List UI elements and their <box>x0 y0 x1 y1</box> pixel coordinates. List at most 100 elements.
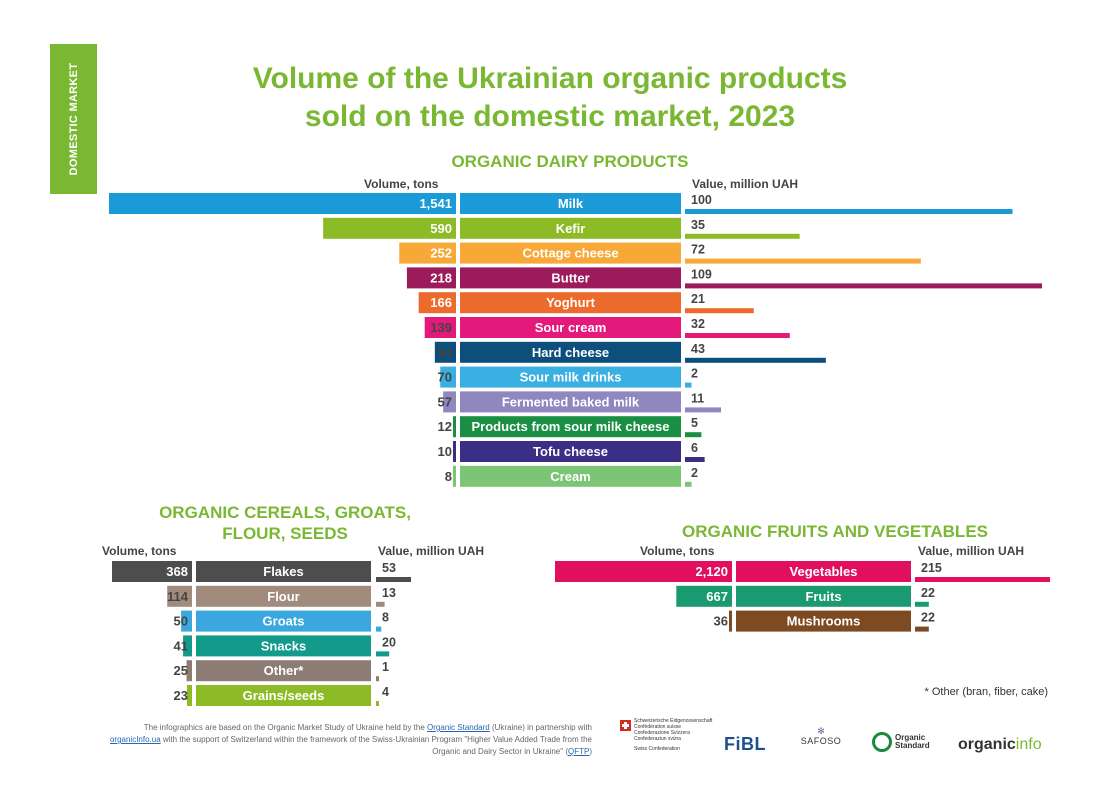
organicinfo-link[interactable]: organicInfo.ua <box>109 735 161 744</box>
dairy-volume-bar <box>323 217 456 239</box>
cereals-volume-label: 25 <box>174 663 188 678</box>
dairy-value-bar <box>685 357 826 363</box>
cereals-category-label: Groats <box>263 614 305 629</box>
dairy-category-box <box>460 193 681 214</box>
dairy-volume-bar <box>434 341 456 363</box>
cereals-volume-bar <box>112 561 192 582</box>
cereals-category-label: Flakes <box>263 564 303 579</box>
dairy-value-bar <box>685 333 790 338</box>
dairy-value-label: 11 <box>691 391 704 405</box>
dairy-category-box <box>460 391 681 413</box>
cereals-value-label: 1 <box>382 660 389 674</box>
dairy-category-box <box>460 366 681 388</box>
fruits-category-label: Fruits <box>805 589 841 604</box>
fruits-value-bar <box>915 601 929 607</box>
dairy-value-label: 21 <box>691 292 705 306</box>
cereals-category-label: Other* <box>264 663 305 678</box>
dairy-volume-label: 590 <box>430 221 452 236</box>
dairy-value-bar <box>685 407 722 413</box>
dairy-value-bar <box>685 432 702 438</box>
dairy-volume-bar <box>406 267 456 289</box>
dairy-category-label: Butter <box>551 270 589 285</box>
dairy-volume-label: 1,541 <box>419 196 452 211</box>
cereals-category-label: Snacks <box>261 638 307 653</box>
dairy-volume-label: 218 <box>430 270 452 285</box>
cereals-volume-bar <box>183 635 192 657</box>
cereals-category-box <box>196 685 371 706</box>
dairy-volume-header: Volume, tons <box>364 177 439 191</box>
dairy-value-bar <box>685 233 800 239</box>
dairy-value-label: 32 <box>691 317 705 331</box>
dairy-category-label: Tofu cheese <box>533 444 608 459</box>
os-line-1: Organic <box>895 733 926 742</box>
dairy-volume-bar <box>443 391 456 413</box>
dairy-volume-bar <box>418 292 456 314</box>
dairy-volume-label: 139 <box>430 320 452 335</box>
safoso-dots-icon: ✻ <box>817 726 825 736</box>
cereals-volume-bar <box>187 685 192 706</box>
dairy-category-box <box>460 217 681 239</box>
cereals-volume-label: 114 <box>167 589 189 604</box>
fruits-volume-bar <box>676 585 732 607</box>
dairy-category-box <box>460 441 681 462</box>
dairy-value-bar <box>685 209 1013 214</box>
dairy-volume-label: 57 <box>438 394 452 409</box>
page-title-line2: sold on the domestic market, 2023 <box>304 100 796 133</box>
dairy-value-label: 43 <box>691 342 705 356</box>
fruits-volume-header: Volume, tons <box>640 544 715 558</box>
swiss-confederation-logo: Schweizerische Eidgenossenschaft Confédé… <box>620 718 730 754</box>
dairy-value-label: 35 <box>691 218 705 232</box>
fruits-category-box <box>736 585 911 607</box>
fruits-volume-bar <box>555 561 732 582</box>
fibl-logo: FiBL <box>724 734 766 754</box>
cereals-volume-bar <box>167 585 192 607</box>
cereals-value-label: 4 <box>382 685 389 699</box>
dairy-value-bar <box>685 283 1042 289</box>
cereals-value-label: 8 <box>382 611 389 625</box>
cereals-value-label: 53 <box>382 561 396 575</box>
os-line-2: Standard <box>895 741 930 750</box>
dairy-category-box <box>460 416 681 438</box>
dairy-category-label: Cottage cheese <box>522 246 618 261</box>
dairy-value-bar <box>685 457 705 462</box>
dairy-category-label: Cream <box>550 469 590 484</box>
page-title-line1: Volume of the Ukrainian organic products <box>252 62 848 95</box>
footnote: * Other (bran, fiber, cake) <box>924 686 1049 698</box>
qftp-link[interactable]: QFTP <box>567 747 590 756</box>
fruits-volume-label: 36 <box>714 614 728 629</box>
dairy-value-label: 6 <box>691 441 698 455</box>
dairy-value-header: Value, million UAH <box>692 177 799 191</box>
dairy-category-label: Products from sour milk cheese <box>472 419 670 434</box>
safoso-text: SAFOSO <box>800 736 842 746</box>
fruits-volume-bar <box>728 610 732 632</box>
cereals-value-label: 13 <box>382 586 396 600</box>
credits-part4: ) <box>589 747 592 756</box>
organicinfo-part-b: info <box>1015 736 1042 753</box>
dairy-category-label: Hard cheese <box>532 345 609 360</box>
dairy-value-bar <box>685 382 692 388</box>
cereals-value-header: Value, million UAH <box>378 544 485 558</box>
organic-standard-circle-icon <box>872 732 892 752</box>
cereals-value-bar <box>376 701 379 706</box>
fruits-value-label: 215 <box>921 561 942 575</box>
fruits-section-title: ORGANIC FRUITS AND VEGETABLES <box>681 522 988 541</box>
credits-part1: The infographics are based on the Organi… <box>143 723 428 732</box>
dairy-volume-bar <box>399 242 456 264</box>
swiss-line-2: Confédération suisse <box>634 724 681 730</box>
dairy-volume-label: 94 <box>438 345 453 360</box>
cereals-value-bar <box>376 651 390 657</box>
cereals-volume-label: 41 <box>174 638 188 653</box>
cereals-volume-label: 368 <box>166 564 188 579</box>
credits-part2: (Ukraine) in partnership with <box>489 723 592 732</box>
swiss-line-3: Confederazione Svizzera <box>634 730 690 736</box>
organic-standard-link[interactable]: Organic Standard <box>427 723 490 732</box>
dairy-volume-bar <box>424 317 456 338</box>
fruits-value-header: Value, million UAH <box>918 544 1025 558</box>
cereals-section-title: ORGANIC CEREALS, GROATS, FLOUR, SEEDS <box>159 503 411 543</box>
safoso-logo: ✻ SAFOSO <box>796 726 846 756</box>
dairy-category-box <box>460 317 681 338</box>
fruits-volume-label: 2,120 <box>695 564 728 579</box>
dairy-section-title: ORGANIC DAIRY PRODUCTS <box>451 152 689 171</box>
fruits-category-label: Vegetables <box>790 564 858 579</box>
cereals-category-label: Grains/seeds <box>243 688 325 703</box>
